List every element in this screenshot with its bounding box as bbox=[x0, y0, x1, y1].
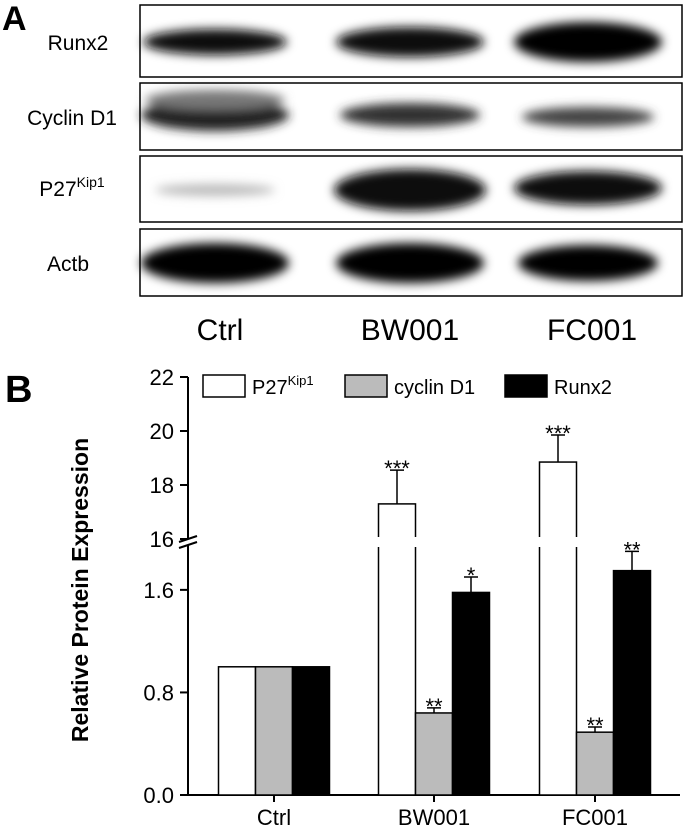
significance: *** bbox=[545, 421, 571, 446]
band bbox=[141, 243, 289, 283]
bar bbox=[575, 731, 615, 796]
error-bar bbox=[625, 550, 639, 571]
y-tick-label: 18 bbox=[150, 473, 174, 498]
bar bbox=[538, 461, 578, 796]
bar bbox=[254, 666, 294, 796]
band bbox=[336, 243, 484, 283]
error-bar bbox=[551, 434, 565, 463]
error-bar bbox=[464, 576, 478, 593]
legend-label: Runx2 bbox=[554, 377, 612, 399]
legend-label-main: Runx2 bbox=[554, 377, 612, 399]
panel-label: A bbox=[2, 0, 27, 38]
y-axis-title: Relative Protein Expression bbox=[67, 438, 93, 742]
x-tick-label: BW001 bbox=[398, 805, 470, 830]
bar bbox=[217, 666, 257, 796]
bar bbox=[414, 712, 454, 796]
bar bbox=[451, 591, 491, 796]
band bbox=[514, 171, 662, 205]
band bbox=[336, 27, 484, 57]
error-bar bbox=[390, 469, 404, 504]
column-label: FC001 bbox=[547, 314, 637, 347]
x-tick-label: FC001 bbox=[562, 805, 628, 830]
blot-frames bbox=[139, 4, 683, 297]
row-label-main: P27 bbox=[39, 178, 76, 201]
y-tick-label: 16 bbox=[150, 527, 174, 552]
column-label: BW001 bbox=[361, 314, 459, 347]
blot bbox=[141, 22, 662, 283]
row-label: Runx2 bbox=[48, 32, 109, 55]
band bbox=[334, 169, 486, 211]
row-label: Actb bbox=[47, 253, 89, 276]
panel-label: B bbox=[5, 369, 32, 411]
y-tick-label: 20 bbox=[150, 419, 174, 444]
y-tick-label: 1.6 bbox=[143, 578, 174, 603]
band bbox=[340, 103, 480, 127]
legend-swatch bbox=[504, 374, 548, 398]
x-tick-label: Ctrl bbox=[257, 805, 291, 830]
legend-label-main: cyclin D1 bbox=[394, 377, 475, 399]
legend-label: cyclin D1 bbox=[394, 377, 475, 399]
bar bbox=[612, 569, 652, 796]
y-tick-label: 22 bbox=[150, 365, 174, 390]
legend-swatch bbox=[344, 374, 388, 398]
legend-label: P27Kip1 bbox=[252, 373, 314, 399]
significance: ** bbox=[623, 537, 641, 562]
significance: ** bbox=[586, 713, 604, 738]
column-label: Ctrl bbox=[197, 314, 244, 347]
bar bbox=[377, 503, 417, 796]
legend-label-sup: Kip1 bbox=[288, 373, 314, 388]
row-label-sup: Kip1 bbox=[77, 174, 105, 190]
band bbox=[522, 107, 654, 127]
axis-break bbox=[178, 541, 198, 549]
row-label: P27Kip1 bbox=[39, 174, 105, 201]
band bbox=[143, 29, 287, 55]
legend-label-main: P27 bbox=[252, 377, 288, 399]
y-tick-label: 0.8 bbox=[143, 680, 174, 705]
bar-break-gap bbox=[538, 537, 578, 547]
blot-column-labels: Ctrl BW001 FC001 bbox=[197, 314, 637, 347]
significance: *** bbox=[384, 456, 410, 481]
error-bar bbox=[427, 707, 441, 713]
significance: * bbox=[467, 563, 476, 588]
bar-break-gap bbox=[377, 537, 417, 547]
bar bbox=[291, 666, 331, 796]
legend-swatch bbox=[202, 374, 246, 398]
error-bar bbox=[588, 726, 602, 733]
significance: ** bbox=[425, 694, 443, 719]
band bbox=[518, 245, 658, 281]
y-tick-label: 0.0 bbox=[143, 783, 174, 808]
band bbox=[145, 90, 285, 110]
band bbox=[514, 22, 662, 62]
band bbox=[155, 184, 275, 196]
blot-row-labels: Runx2 Cyclin D1 P27Kip1 Actb bbox=[27, 32, 117, 276]
row-label: Cyclin D1 bbox=[27, 107, 117, 130]
